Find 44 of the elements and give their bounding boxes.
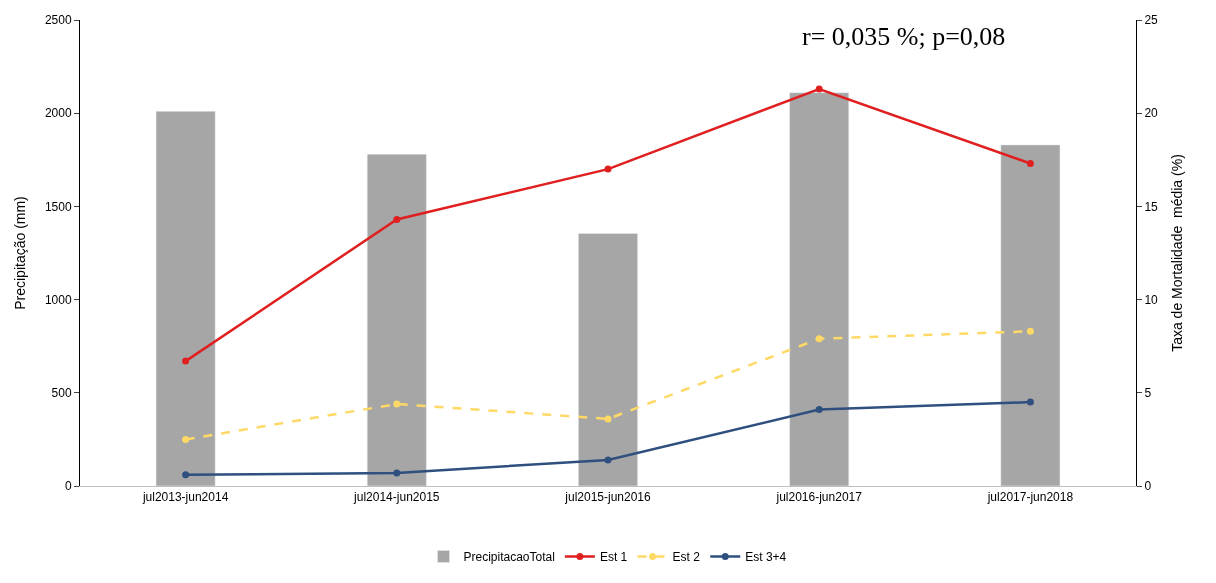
bar [366, 153, 427, 486]
y2-tick-label: 0 [1144, 479, 1152, 494]
y-tick-label: 500 [51, 386, 72, 400]
y-axis-title: Precipitação (mm) [12, 196, 29, 310]
y-tick-label: 1500 [44, 199, 72, 214]
point [604, 415, 612, 423]
bar [155, 111, 216, 486]
bar [789, 92, 850, 486]
x-tick-label: jul2017-jun2018 [986, 490, 1074, 505]
point [815, 406, 823, 414]
point [393, 469, 401, 477]
x-tick-label: jul2013-jun2014 [141, 490, 229, 505]
x-tick-label: jul2016-jun2017 [775, 490, 863, 505]
y-tick-label: 2000 [44, 106, 72, 121]
legend-label: Est 2 [672, 550, 701, 565]
legend-label: PrecipitacaoTotal [463, 550, 555, 565]
point [182, 357, 190, 365]
point [393, 215, 401, 223]
point [393, 400, 401, 408]
legend-label: Est 1 [599, 550, 628, 565]
point [182, 471, 190, 479]
y-tick-label: 1000 [44, 292, 72, 307]
point [604, 456, 612, 464]
y2-tick-label: 20 [1144, 106, 1159, 121]
y2-axis-title: Taxa de Mortalidade média (%) [1169, 154, 1186, 352]
y2-tick-label: 5 [1144, 386, 1152, 400]
point [182, 435, 190, 443]
point [815, 335, 823, 343]
point [1026, 327, 1034, 335]
y2-tick-label: 10 [1144, 292, 1159, 307]
legend-label: Est 3+4 [745, 550, 787, 565]
x-tick-label: jul2015-jun2016 [564, 490, 652, 505]
point [815, 85, 823, 93]
y2-tick-label: 15 [1144, 199, 1159, 214]
y-tick-label: 2500 [44, 13, 72, 28]
y-tick-label: 0 [64, 479, 72, 494]
bar [578, 233, 638, 486]
point [1026, 398, 1034, 406]
point [604, 165, 612, 173]
annotation: r= 0,035 %; p=0,08 [802, 22, 1006, 51]
bar [1000, 144, 1061, 486]
x-tick-label: jul2014-jun2015 [353, 490, 440, 505]
y2-tick-label: 25 [1144, 13, 1159, 28]
point [1026, 160, 1034, 168]
